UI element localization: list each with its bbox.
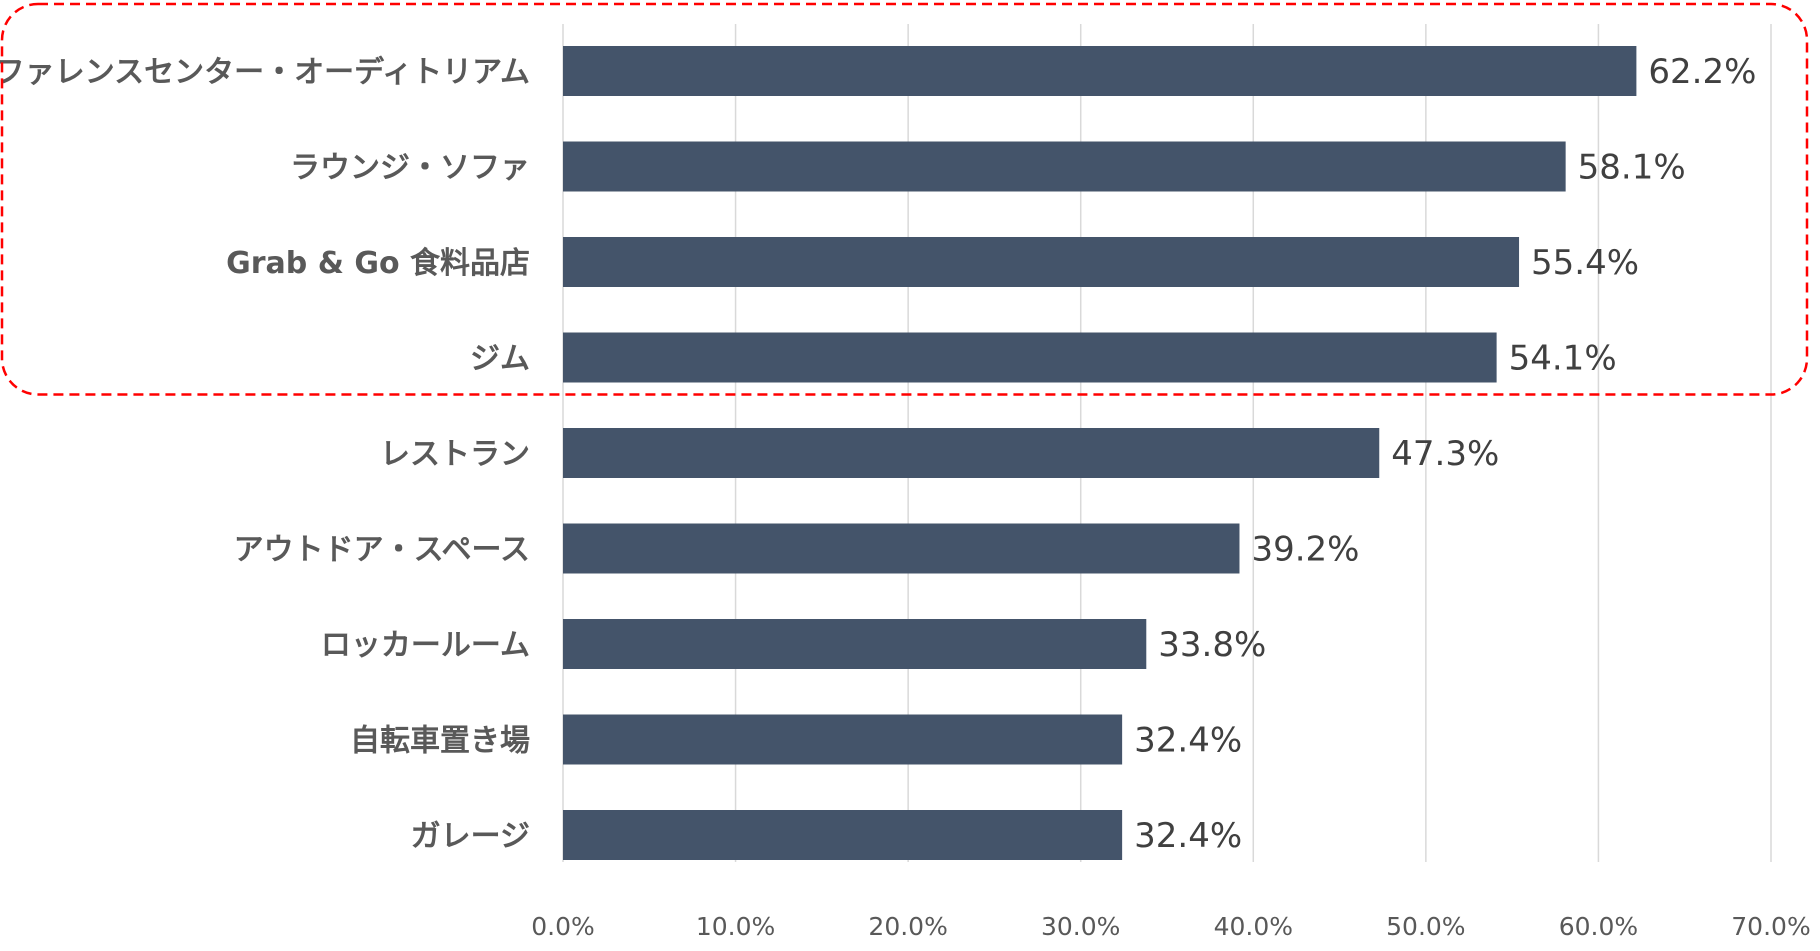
x-tick-label: 20.0% (868, 912, 947, 941)
bar (563, 141, 1566, 192)
x-tick-label: 40.0% (1214, 912, 1293, 941)
x-tick-label: 50.0% (1386, 912, 1465, 941)
data-label: 58.1% (1578, 148, 1686, 188)
data-label: 32.4% (1134, 721, 1242, 761)
x-tick-label: 60.0% (1559, 912, 1638, 941)
x-tick-label: 70.0% (1731, 912, 1810, 941)
bar (563, 332, 1497, 383)
x-tick-label: 30.0% (1041, 912, 1120, 941)
data-label: 39.2% (1251, 530, 1359, 570)
category-label: Grab & Go 食料品店 (226, 246, 530, 281)
bars (563, 46, 1637, 860)
data-label: 33.8% (1158, 625, 1266, 665)
category-label: 自転車置き場 (350, 724, 530, 759)
bar (563, 619, 1147, 669)
bar (563, 428, 1380, 478)
category-label: アウトドア・スペース (234, 533, 530, 568)
bar (563, 714, 1123, 765)
bar (563, 237, 1520, 287)
data-label: 47.3% (1391, 434, 1499, 474)
category-label: レストラン (380, 437, 530, 472)
highlight-box (0, 2, 1809, 396)
category-label: ガレージ (411, 819, 530, 854)
value-labels: 62.2% 58.1% 55.4% 54.1% 47.3% 39.2% 33.8% 32.4%… (1134, 52, 1756, 856)
category-label: カンファレンスセンター・オーディトリアム (0, 55, 530, 90)
data-label: 32.4% (1134, 816, 1242, 856)
category-label: ロッカールーム (321, 628, 530, 663)
data-label: 55.4% (1531, 243, 1639, 283)
category-label: ラウンジ・ソファ (290, 151, 530, 186)
bar (563, 523, 1240, 574)
x-tick-label: 0.0% (531, 912, 595, 941)
bar (563, 810, 1123, 860)
data-label: 54.1% (1509, 339, 1617, 379)
data-label: 62.2% (1648, 52, 1756, 92)
x-tick-label: 10.0% (696, 912, 775, 941)
x-axis-tick-labels: 0.0% 10.0% 20.0% 30.0% 40.0% 50.0% 60.0% 70.0% (531, 912, 1810, 941)
category-label: ジム (470, 342, 530, 377)
bar (563, 46, 1637, 96)
